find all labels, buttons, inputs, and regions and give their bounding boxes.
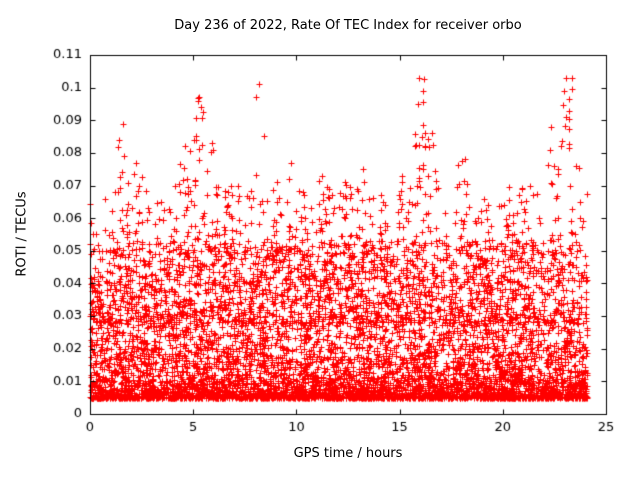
x-axis-label: GPS time / hours bbox=[293, 446, 403, 461]
y-axis-label: ROTI / TECUs bbox=[14, 191, 30, 277]
chart-title: Day 236 of 2022, Rate Of TEC Index for r… bbox=[174, 18, 522, 33]
